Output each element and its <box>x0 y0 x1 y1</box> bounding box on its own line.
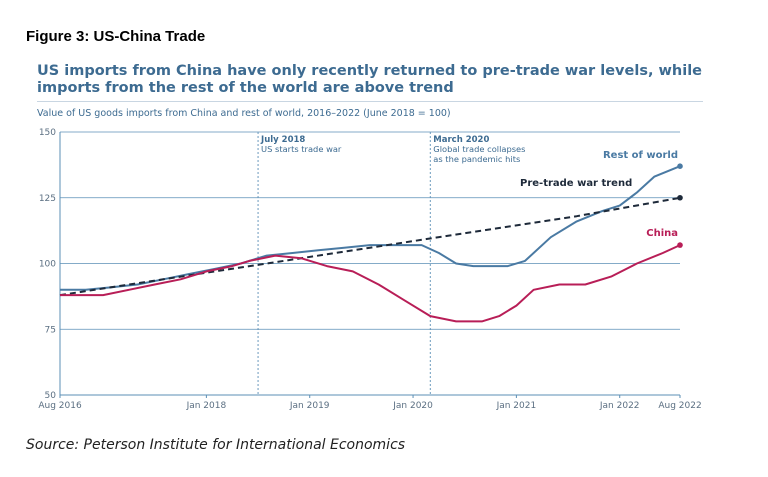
y-tick-label: 100 <box>39 260 56 270</box>
y-tick-label: 125 <box>39 194 56 204</box>
chart-subtitle: Value of US goods imports from China and… <box>37 108 451 119</box>
annotation-text: as the pandemic hits <box>433 154 520 164</box>
y-tick-label: 50 <box>45 391 57 401</box>
source-note: Source: Peterson Institute for Internati… <box>26 437 406 453</box>
series-endpoint <box>677 163 683 169</box>
x-tick-label: Jan 2022 <box>599 401 640 411</box>
series-label: Pre-trade war trend <box>520 178 632 189</box>
series-label: China <box>646 228 678 239</box>
x-tick-label: Aug 2022 <box>658 401 701 411</box>
x-tick-label: Jan 2021 <box>496 401 537 411</box>
figure-label: Figure 3: US-China Trade <box>26 28 206 45</box>
annotation-text: March 2020 <box>433 135 489 145</box>
series-label: Rest of world <box>603 150 678 161</box>
series-line <box>59 196 681 297</box>
annotation-text: Global trade collapses <box>433 144 525 154</box>
annotation-text: US starts trade war <box>261 144 342 154</box>
x-tick-label: Jan 2019 <box>289 401 330 411</box>
x-tick-label: Jan 2020 <box>392 401 433 411</box>
x-tick-label: Jan 2018 <box>186 401 227 411</box>
annotation-text: July 2018 <box>260 135 305 145</box>
series-line <box>60 244 681 323</box>
y-tick-label: 150 <box>39 128 56 138</box>
y-tick-label: 75 <box>45 325 56 335</box>
series-endpoint <box>677 194 683 201</box>
title-divider <box>37 101 703 102</box>
x-tick-label: Aug 2016 <box>38 401 82 411</box>
series-line <box>60 165 681 291</box>
series-endpoint <box>677 242 683 248</box>
chart-title: US imports from China have only recently… <box>37 63 702 96</box>
